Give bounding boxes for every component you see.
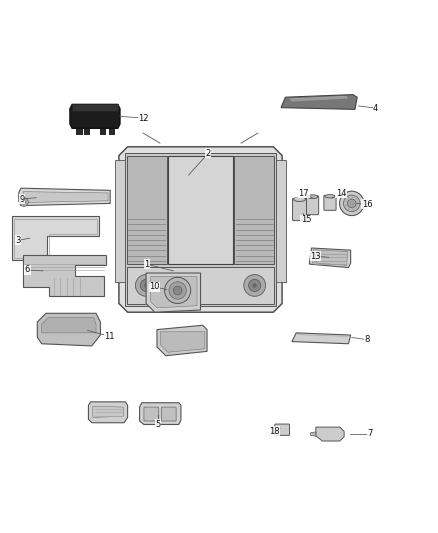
Polygon shape bbox=[115, 160, 124, 282]
FancyBboxPatch shape bbox=[293, 198, 307, 221]
Polygon shape bbox=[23, 192, 108, 203]
Text: 17: 17 bbox=[299, 189, 309, 198]
Polygon shape bbox=[109, 128, 114, 134]
Polygon shape bbox=[119, 147, 282, 312]
Circle shape bbox=[20, 198, 28, 206]
Polygon shape bbox=[93, 406, 123, 417]
FancyBboxPatch shape bbox=[144, 407, 159, 421]
Circle shape bbox=[343, 195, 360, 212]
Circle shape bbox=[135, 274, 157, 296]
Circle shape bbox=[165, 277, 191, 303]
Text: 4: 4 bbox=[373, 103, 378, 112]
Polygon shape bbox=[72, 104, 118, 111]
Polygon shape bbox=[37, 313, 100, 346]
FancyBboxPatch shape bbox=[307, 196, 319, 215]
Text: 8: 8 bbox=[364, 335, 370, 344]
Circle shape bbox=[22, 200, 26, 204]
Polygon shape bbox=[42, 318, 96, 333]
FancyBboxPatch shape bbox=[161, 407, 176, 421]
Polygon shape bbox=[19, 188, 110, 206]
Text: 13: 13 bbox=[310, 252, 321, 261]
Polygon shape bbox=[292, 333, 351, 344]
Polygon shape bbox=[99, 128, 105, 134]
Polygon shape bbox=[160, 332, 205, 352]
Polygon shape bbox=[290, 96, 349, 102]
Circle shape bbox=[253, 283, 257, 288]
Circle shape bbox=[244, 274, 265, 296]
Ellipse shape bbox=[295, 197, 304, 200]
Circle shape bbox=[140, 279, 152, 292]
Circle shape bbox=[347, 199, 356, 208]
Ellipse shape bbox=[307, 195, 318, 199]
Text: 10: 10 bbox=[149, 282, 160, 292]
Polygon shape bbox=[84, 128, 89, 134]
Polygon shape bbox=[157, 325, 207, 356]
Polygon shape bbox=[140, 403, 181, 424]
Ellipse shape bbox=[325, 195, 335, 198]
Text: 15: 15 bbox=[301, 215, 311, 224]
Polygon shape bbox=[127, 266, 274, 304]
Polygon shape bbox=[312, 250, 348, 265]
Text: 16: 16 bbox=[362, 200, 372, 209]
Text: 7: 7 bbox=[368, 429, 373, 438]
Text: 5: 5 bbox=[155, 419, 161, 429]
Polygon shape bbox=[70, 104, 120, 128]
FancyBboxPatch shape bbox=[324, 196, 336, 211]
Text: 12: 12 bbox=[138, 114, 148, 123]
Polygon shape bbox=[276, 160, 286, 282]
Polygon shape bbox=[88, 402, 127, 423]
Polygon shape bbox=[23, 255, 106, 296]
Text: 9: 9 bbox=[19, 195, 25, 204]
Text: 18: 18 bbox=[269, 426, 280, 435]
Polygon shape bbox=[281, 94, 357, 109]
Polygon shape bbox=[12, 216, 99, 260]
Circle shape bbox=[173, 286, 182, 295]
Polygon shape bbox=[316, 427, 344, 441]
Text: 1: 1 bbox=[145, 260, 150, 269]
Text: 6: 6 bbox=[25, 265, 30, 274]
FancyBboxPatch shape bbox=[275, 424, 290, 435]
Polygon shape bbox=[146, 273, 201, 312]
Circle shape bbox=[169, 282, 186, 299]
Polygon shape bbox=[150, 277, 197, 308]
Polygon shape bbox=[311, 432, 316, 436]
Circle shape bbox=[144, 283, 148, 288]
Polygon shape bbox=[309, 248, 351, 268]
Polygon shape bbox=[271, 426, 276, 433]
Text: 14: 14 bbox=[336, 189, 346, 198]
Polygon shape bbox=[234, 156, 274, 264]
Polygon shape bbox=[168, 156, 233, 264]
Circle shape bbox=[249, 279, 261, 292]
Text: 3: 3 bbox=[15, 236, 21, 245]
Text: 11: 11 bbox=[104, 332, 115, 341]
Circle shape bbox=[339, 191, 364, 215]
Polygon shape bbox=[125, 154, 276, 305]
Ellipse shape bbox=[293, 197, 306, 201]
Polygon shape bbox=[127, 156, 167, 264]
Polygon shape bbox=[77, 128, 82, 134]
Text: 2: 2 bbox=[205, 149, 211, 158]
